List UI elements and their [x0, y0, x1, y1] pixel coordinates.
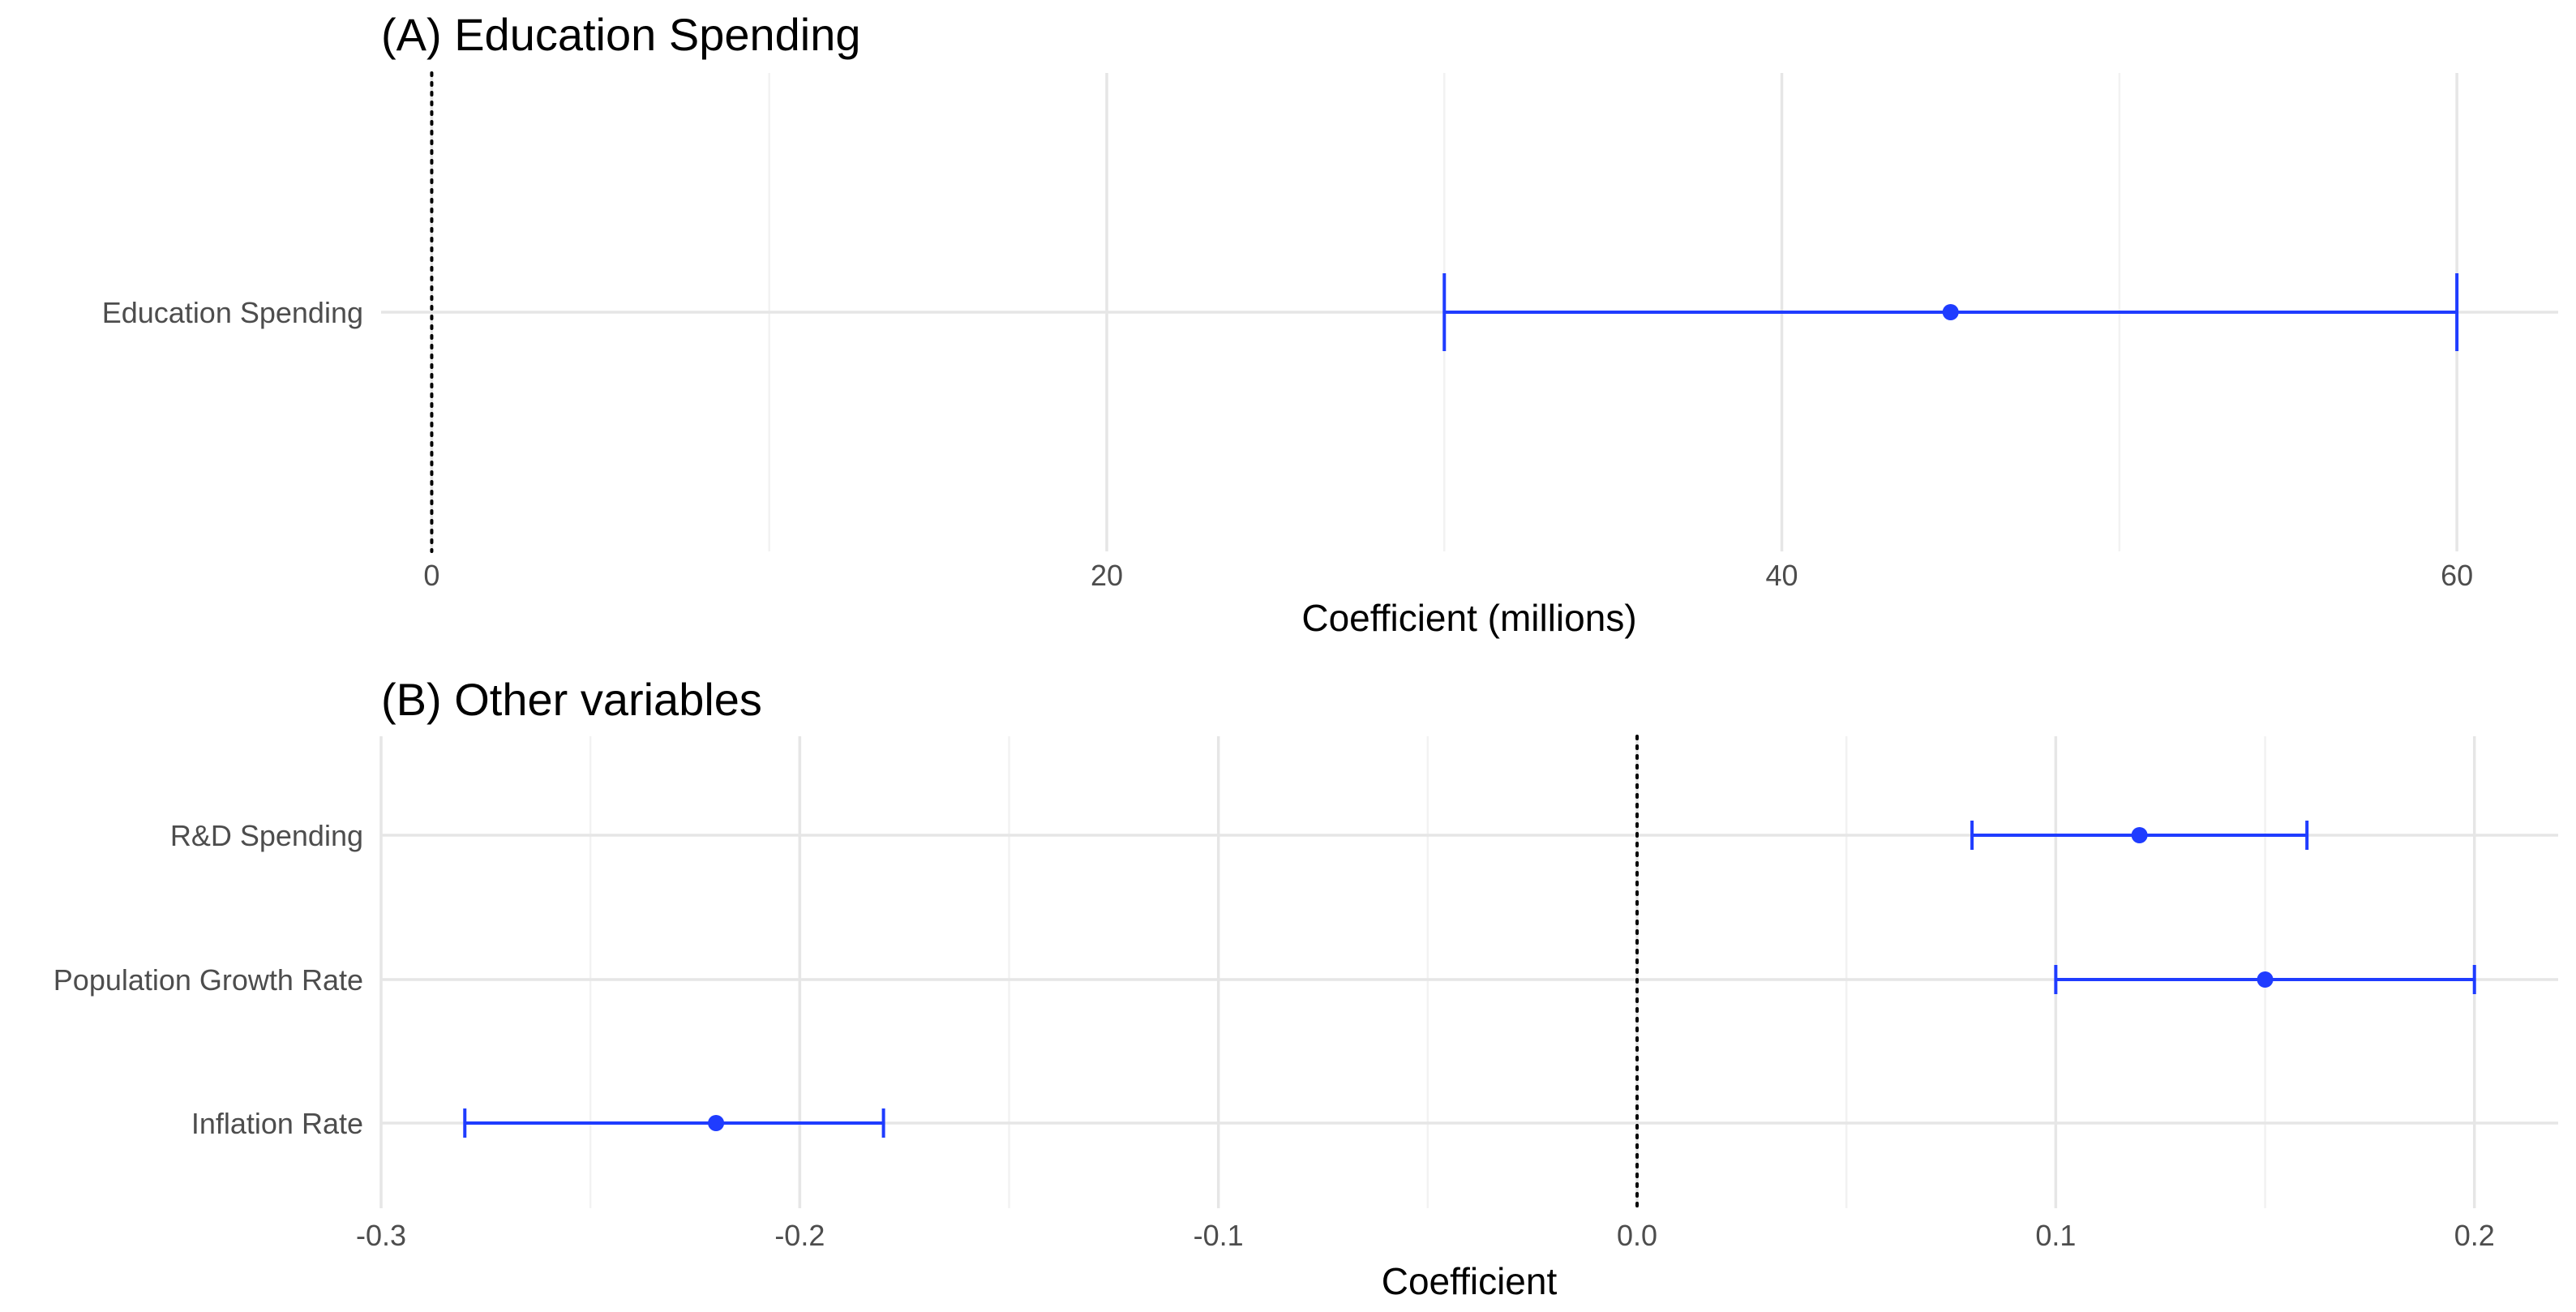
panel-b-marks: [463, 821, 2476, 1138]
panel-a-marks: [1442, 273, 2459, 351]
panel-b-other-variables: (B) Other variables -0.3 -0.2 -0.1 0.0 0.1 0.…: [54, 674, 2558, 1302]
panel-b-estimate-point-1: [2257, 971, 2274, 988]
panel-b-x-tick-label-2: -0.1: [1194, 1219, 1244, 1252]
panel-b-y-category-label-0: R&D Spending: [170, 819, 363, 852]
panel-a-x-axis-label: Coefficient (millions): [1301, 597, 1636, 639]
panel-a-x-tick-label-3: 60: [2441, 559, 2473, 592]
panel-b-x-tick-label-0: -0.3: [356, 1219, 406, 1252]
panel-a-education-spending: (A) Education Spending 0 20 40 60 Education…: [102, 9, 2558, 639]
panel-b-x-tick-label-5: 0.2: [2454, 1219, 2495, 1252]
panel-a-errorbar-0: [1442, 273, 2459, 351]
panel-b-x-ticks: -0.3 -0.2 -0.1 0.0 0.1 0.2: [356, 1219, 2495, 1252]
panel-a-y-category-label-0: Education Spending: [102, 296, 363, 329]
panel-b-estimate-point-0: [2131, 827, 2148, 843]
panel-b-x-tick-label-3: 0.0: [1617, 1219, 1657, 1252]
panel-a-x-tick-label-2: 40: [1766, 559, 1798, 592]
panel-b-y-category-label-1: Population Growth Rate: [54, 963, 363, 997]
panel-a-x-ticks: 0 20 40 60: [423, 559, 2473, 592]
panel-a-y-categories: Education Spending: [102, 296, 363, 329]
panel-a-x-tick-label-0: 0: [423, 559, 439, 592]
panel-a-x-tick-label-1: 20: [1091, 559, 1123, 592]
panel-b-x-axis-label: Coefficient: [1382, 1260, 1558, 1302]
panel-b-errorbar-1: [2054, 965, 2476, 994]
panel-b-x-tick-label-4: 0.1: [2035, 1219, 2076, 1252]
panel-a-estimate-point-0: [1942, 304, 1959, 320]
panel-b-y-category-label-2: Inflation Rate: [191, 1107, 363, 1140]
panel-b-errorbar-2: [463, 1108, 885, 1138]
panel-b-errorbar-0: [1970, 821, 2309, 850]
panel-b-estimate-point-2: [708, 1115, 725, 1131]
panel-b-y-categories: R&D Spending Population Growth Rate Inflat…: [54, 819, 363, 1140]
panel-a-title: (A) Education Spending: [381, 9, 861, 60]
panel-b-title: (B) Other variables: [381, 674, 762, 725]
panel-b-grid: [379, 736, 2558, 1208]
panel-b-x-tick-label-1: -0.2: [774, 1219, 825, 1252]
